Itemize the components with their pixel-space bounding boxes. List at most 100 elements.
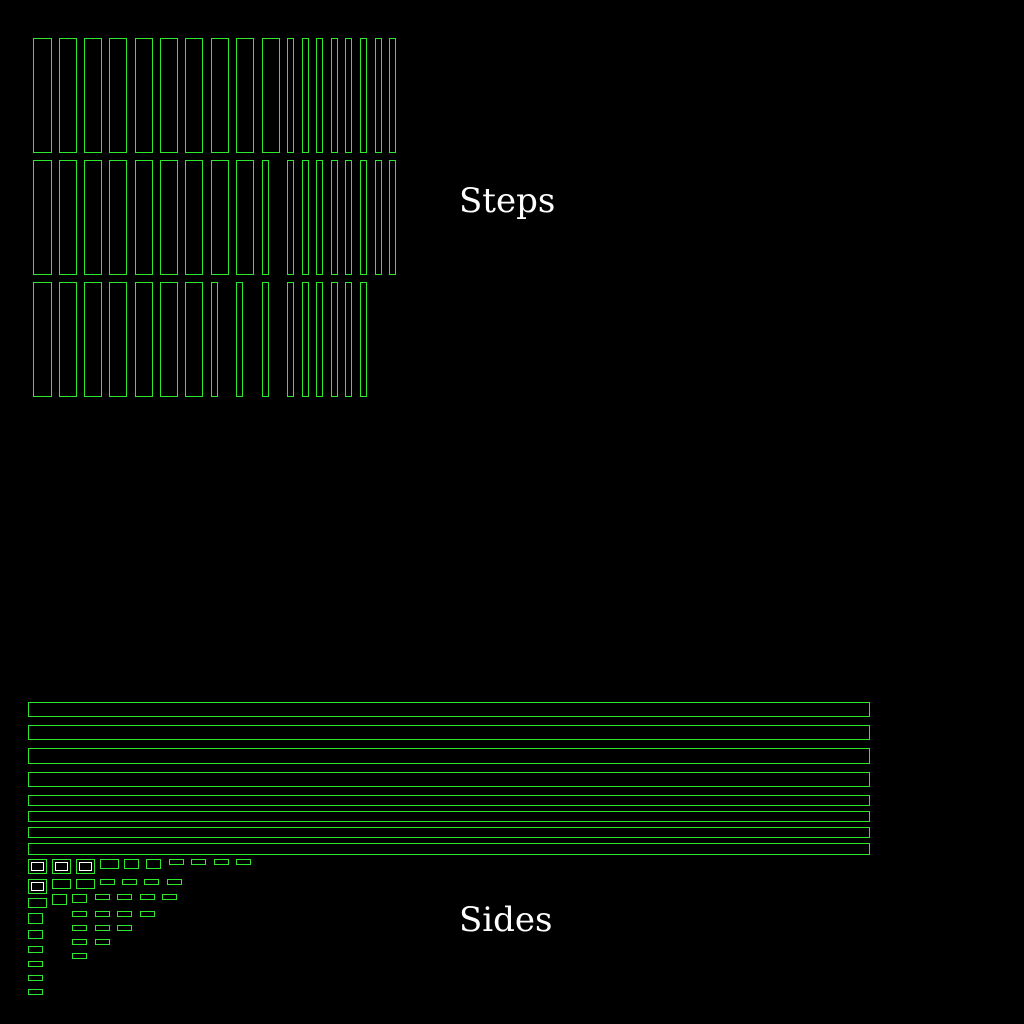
side-box [28,913,43,924]
side-box [95,894,110,900]
step-bar [160,160,178,275]
side-bar [28,748,870,764]
side-bar [28,843,870,855]
side-box [28,898,47,908]
side-box [236,859,251,865]
side-box-inner [31,882,44,891]
step-bar [185,282,203,397]
side-box [124,859,139,869]
side-box [72,953,87,959]
step-bar-narrow [302,160,309,275]
side-box-inner [31,862,44,871]
step-bar-narrow [375,38,382,153]
step-bar-narrow [360,282,367,397]
step-bar [185,38,203,153]
step-bar-narrow [302,38,309,153]
side-bar [28,725,870,740]
side-box [76,879,95,889]
step-bar [262,282,269,397]
step-bar [33,282,52,397]
step-bar-narrow [360,38,367,153]
side-box-inner [55,862,68,871]
side-box [100,859,119,869]
side-bar [28,827,870,838]
side-box [28,975,43,981]
side-bar [28,772,870,787]
side-box [169,859,184,865]
side-box [28,961,43,967]
step-bar-narrow [316,160,323,275]
side-box [95,939,110,945]
side-box [52,879,71,889]
step-bar [135,160,153,275]
step-bar [160,282,178,397]
side-box [144,879,159,885]
step-bar-narrow [345,160,352,275]
step-bar-narrow [316,38,323,153]
sides-label: Sides [459,900,553,940]
side-box [146,859,161,869]
step-bar-narrow [287,38,294,153]
side-box [28,930,43,939]
step-bar-narrow [345,38,352,153]
step-bar-narrow [287,282,294,397]
side-box [52,859,71,874]
step-bar-narrow [375,160,382,275]
side-bar [28,811,870,822]
side-box [167,879,182,885]
step-bar-narrow [287,160,294,275]
step-bar-narrow [302,282,309,397]
step-bar [109,160,127,275]
step-bar-narrow [331,282,338,397]
side-box [122,879,137,885]
step-bar-narrow [389,38,396,153]
step-bar-narrow [331,38,338,153]
step-bar-narrow [389,160,396,275]
side-bar [28,702,870,717]
step-bar [59,160,77,275]
sides-pattern [28,702,870,995]
steps-label: Steps [459,181,556,221]
side-box [76,859,95,874]
side-box [28,989,43,995]
side-box [100,879,115,885]
step-bar [33,160,52,275]
side-box [140,911,155,917]
side-box [28,859,47,874]
step-bar [185,160,203,275]
step-bar [109,282,127,397]
side-box [162,894,177,900]
step-bar [211,38,229,153]
side-box [72,939,87,945]
step-bar [160,38,178,153]
step-bar-narrow [316,282,323,397]
step-bar [84,282,102,397]
side-box [191,859,206,865]
step-bar [135,38,153,153]
step-bar [109,38,127,153]
step-bar [236,282,243,397]
step-bar [59,38,77,153]
step-bar [262,38,280,153]
step-bar-narrow [331,160,338,275]
side-box [117,911,132,917]
side-box [95,911,110,917]
side-box-inner [79,862,92,871]
side-box [117,925,132,931]
step-bar [211,160,229,275]
side-box [140,894,155,900]
step-bar [84,38,102,153]
side-box [72,925,87,931]
side-box [72,911,87,917]
step-bar [135,282,153,397]
side-box [72,894,87,903]
side-box [214,859,229,865]
side-box [52,894,67,905]
step-bar [236,38,254,153]
step-bar [211,282,218,397]
step-bar [236,160,254,275]
step-bar [262,160,269,275]
side-box [28,879,47,894]
side-box [95,925,110,931]
